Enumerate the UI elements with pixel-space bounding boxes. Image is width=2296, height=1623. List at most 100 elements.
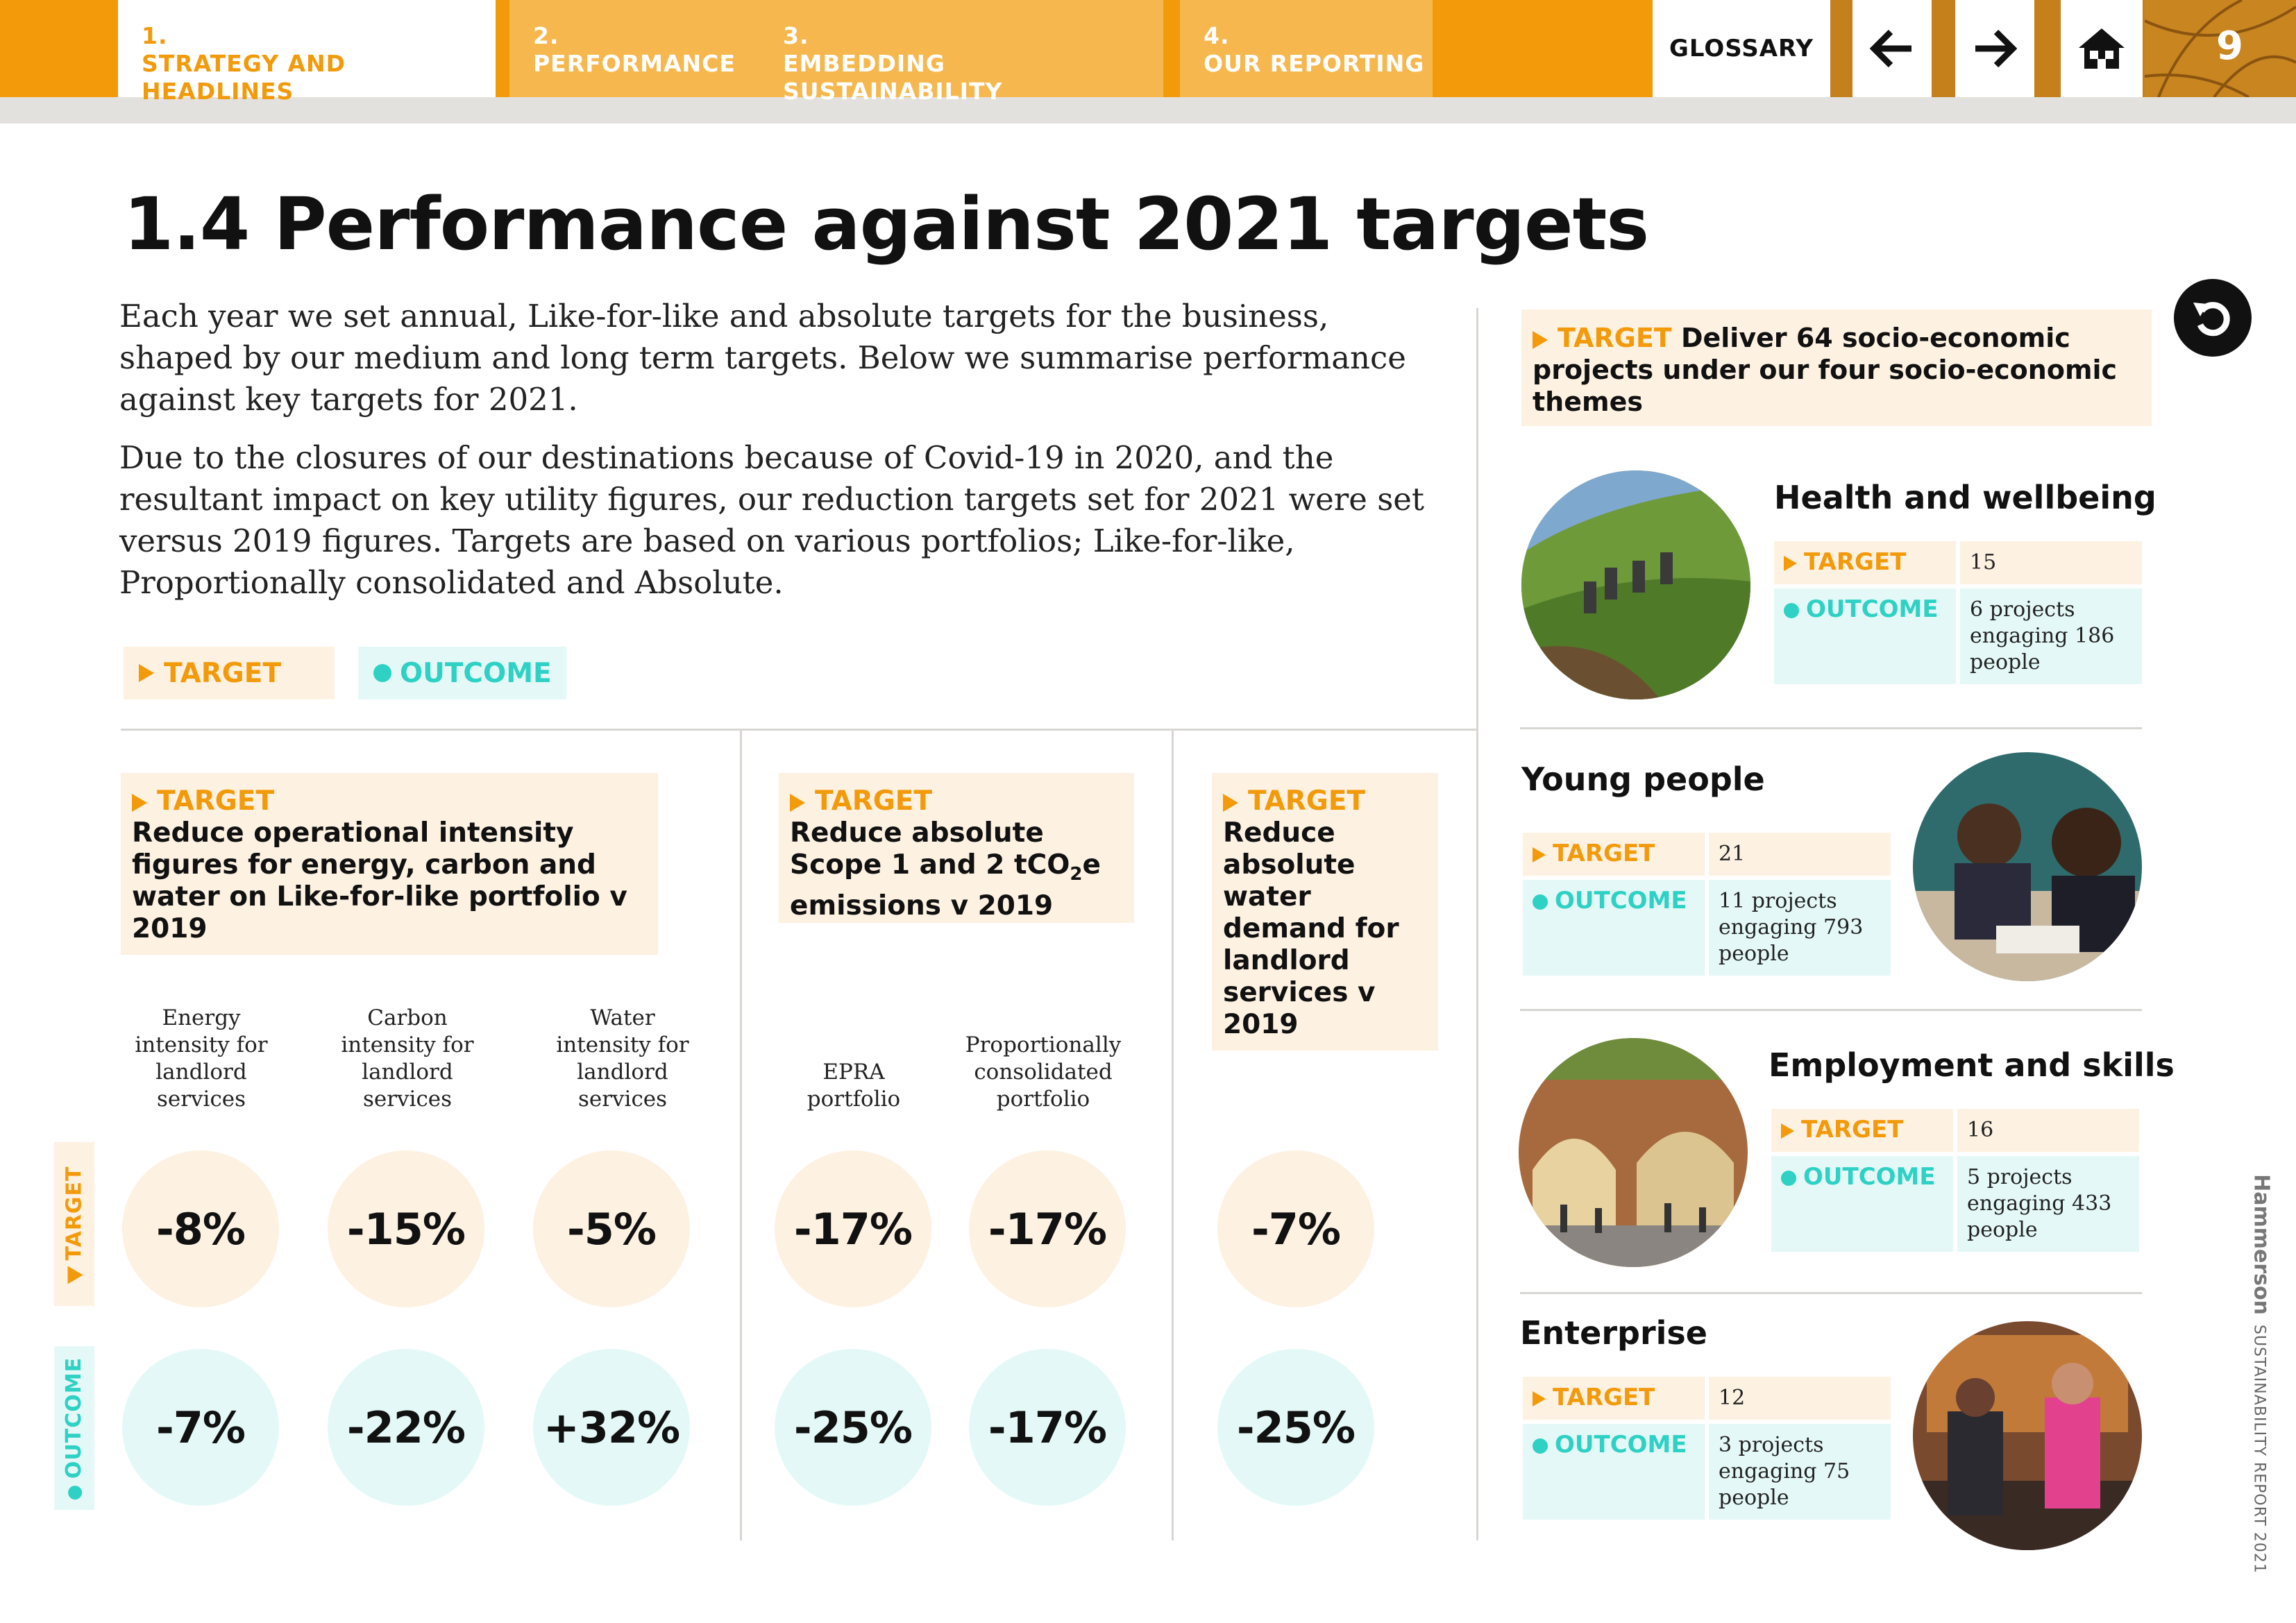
target-label: TARGET [1774, 541, 1956, 584]
legend-outcome-label: OUTCOME [400, 657, 552, 689]
outcome-value-water-demand: -25% [1217, 1349, 1374, 1506]
intro-paragraph: Each year we set annual, Like-for-like a… [119, 298, 1406, 418]
tab-label: OUR REPORTING [1204, 50, 1425, 77]
target-value-water-demand: -7% [1217, 1150, 1374, 1307]
tab-our-reporting[interactable]: 4. OUR REPORTING [1180, 0, 1433, 97]
triangle-icon [1533, 847, 1546, 863]
tab-strategy-and-headlines[interactable]: 1. STRATEGY AND HEADLINES [118, 0, 496, 105]
outcome-label: OUTCOME [1523, 1424, 1705, 1520]
column-label: Water intensity for landlord services [556, 1005, 689, 1112]
target-box-water-demand: TARGET Reduce absolute water demand for … [1212, 773, 1438, 1051]
triangle-icon [790, 793, 805, 812]
home-icon [2079, 28, 2125, 69]
outcome-value: 11 projects engaging 793 people [1709, 880, 1891, 976]
divider [1520, 1009, 2142, 1011]
outcome-value-energy: -7% [122, 1349, 279, 1506]
tab-label: STRATEGY AND HEADLINES [142, 50, 346, 105]
target-text: Reduce absolute Scope 1 and 2 tCO2e emis… [790, 817, 1101, 921]
triangle-icon [1533, 330, 1548, 349]
triangle-icon [1781, 1123, 1794, 1139]
outcome-value-proportional: -17% [969, 1349, 1126, 1506]
divider [1520, 727, 2142, 729]
target-value-carbon: -15% [328, 1150, 484, 1307]
target-label: TARGET [1523, 1377, 1705, 1420]
socio-economic-target: TARGET Deliver 64 socio-economic project… [1521, 309, 2152, 426]
return-button[interactable] [2174, 279, 2252, 357]
outcome-value: 6 projects engaging 186 people [1960, 588, 2142, 684]
target-label: TARGET [790, 785, 1123, 817]
triangle-icon [132, 793, 147, 812]
divider [1520, 1292, 2142, 1294]
back-button[interactable] [1852, 0, 1932, 97]
home-button[interactable] [2061, 0, 2143, 97]
row-label-target: TARGET [54, 1142, 94, 1306]
target-value: 12 [1709, 1377, 1891, 1420]
row-label-outcome: OUTCOME [54, 1346, 94, 1510]
column-label: Energy intensity for landlord services [135, 1005, 268, 1112]
dot-icon [1784, 602, 1799, 618]
target-value: 16 [1957, 1109, 2139, 1152]
theme-title: Employment and skills [1769, 1046, 2175, 1084]
nav-pattern-strip [2143, 0, 2145, 97]
tab-number: 1. [142, 22, 168, 49]
target-value-energy: -8% [122, 1150, 279, 1307]
tab-label: EMBEDDING SUSTAINABILITY [783, 50, 1003, 105]
divider [1172, 729, 1174, 1540]
triangle-icon [1223, 793, 1238, 812]
legend-target: TARGET [124, 647, 335, 699]
page-title: 1.4 Performance against 2021 targets [124, 182, 1649, 266]
triangle-icon [139, 664, 154, 682]
target-label: TARGET [1223, 785, 1427, 817]
theme-title: Enterprise [1520, 1314, 1708, 1352]
forward-button[interactable] [1955, 0, 2034, 97]
triangle-icon [1533, 1391, 1546, 1407]
theme-table-young-people: TARGET 21 OUTCOME 11 projects engaging 793… [1523, 833, 1891, 976]
dot-icon [373, 664, 391, 682]
photo-hikers-on-hillside [1521, 470, 1750, 699]
target-text: Reduce absolute water demand for landlor… [1223, 817, 1399, 1040]
theme-table-enterprise: TARGET 12 OUTCOME 3 projects engaging 75 p… [1523, 1377, 1891, 1520]
report-name: SUSTAINABILITY REPORT 2021 [2250, 1324, 2268, 1574]
outcome-value: 3 projects engaging 75 people [1709, 1424, 1891, 1520]
target-value: 21 [1709, 833, 1891, 876]
divider [121, 729, 1477, 731]
divider [740, 729, 742, 1540]
target-value-epra: -17% [775, 1150, 931, 1307]
tab-number: 3. [783, 22, 809, 49]
dot-icon [1781, 1170, 1796, 1186]
outcome-label: OUTCOME [1523, 880, 1705, 976]
nav-pattern-strip [2034, 0, 2061, 97]
target-box-intensity: TARGET Reduce operational intensity figu… [121, 773, 658, 955]
glossary-button[interactable]: GLOSSARY [1653, 0, 1830, 97]
divider [1476, 308, 1478, 1540]
theme-table-health: TARGET 15 OUTCOME 6 projects engaging 186 … [1774, 541, 2142, 684]
target-text: Reduce operational intensity figures for… [132, 817, 627, 944]
outcome-value-water: +32% [533, 1349, 690, 1506]
nav-pattern-strip [1932, 0, 1955, 97]
legend-target-label: TARGET [164, 657, 282, 689]
tab-performance[interactable]: 2. PERFORMANCE [509, 0, 759, 97]
arrow-left-icon [1870, 29, 1911, 68]
page-number: 9 [2216, 24, 2243, 69]
tab-number: 2. [533, 22, 559, 49]
outcome-value-epra: -25% [775, 1349, 931, 1506]
brand-name: Hammerson [2249, 1174, 2274, 1315]
target-box-emissions: TARGET Reduce absolute Scope 1 and 2 tCO… [779, 773, 1134, 923]
target-label: TARGET [1523, 833, 1705, 876]
tab-label: PERFORMANCE [533, 50, 736, 77]
decorative-pattern [2145, 0, 2296, 97]
target-value: 15 [1960, 541, 2142, 584]
return-icon [2193, 302, 2230, 337]
theme-table-employment: TARGET 16 OUTCOME 5 projects engaging 433 … [1771, 1109, 2139, 1252]
outcome-label: OUTCOME [1771, 1156, 1953, 1252]
column-label: Carbon intensity for landlord services [341, 1005, 474, 1112]
arrow-right-icon [1975, 29, 2017, 68]
tab-number: 4. [1204, 22, 1230, 49]
legend-outcome: OUTCOME [358, 647, 566, 699]
photo-brick-arches-street [1519, 1038, 1748, 1267]
target-value-water: -5% [533, 1150, 690, 1307]
column-label: Proportionally consolidated portfolio [965, 1033, 1122, 1112]
outcome-label: OUTCOME [1774, 588, 1956, 684]
tab-embedding-sustainability[interactable]: 3. EMBEDDING SUSTAINABILITY [759, 0, 1163, 105]
target-value-proportional: -17% [969, 1150, 1126, 1307]
